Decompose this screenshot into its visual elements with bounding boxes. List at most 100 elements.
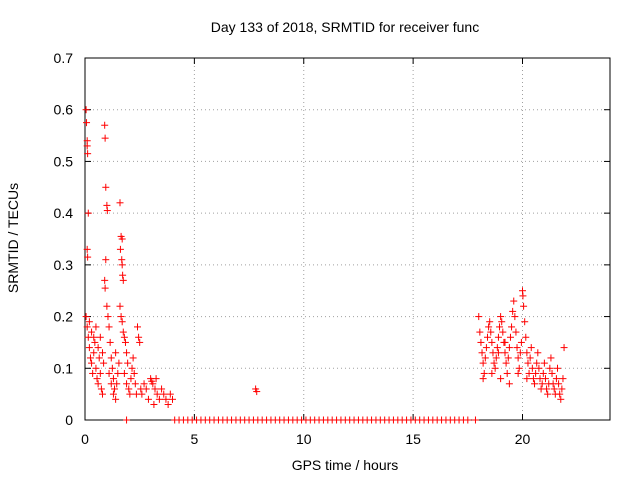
data-point [525, 369, 533, 377]
data-point [502, 359, 510, 367]
data-point [131, 380, 139, 388]
data-point [119, 276, 127, 284]
data-point [124, 359, 132, 367]
data-point [169, 395, 176, 403]
plot-frame [84, 57, 611, 421]
y-tick-label: 0.7 [54, 50, 74, 66]
data-point [550, 385, 558, 393]
data-point [116, 302, 124, 310]
data-point [108, 364, 116, 372]
data-point [529, 375, 537, 383]
x-tick-label: 15 [405, 431, 421, 447]
data-point [95, 354, 103, 362]
x-tick-label: 0 [81, 431, 89, 447]
data-point [560, 344, 568, 352]
data-point [528, 364, 536, 372]
data-point [125, 385, 133, 393]
data-point [540, 359, 548, 367]
data-point [86, 354, 94, 362]
data-point [505, 344, 513, 352]
data-point [84, 253, 92, 261]
data-point [103, 207, 111, 215]
data-point [138, 390, 146, 398]
data-point [103, 302, 111, 310]
data-point [523, 375, 531, 383]
y-tick-label: 0.6 [54, 102, 74, 118]
data-point [150, 400, 158, 408]
data-point [119, 328, 127, 336]
data-point [535, 364, 543, 372]
data-point [534, 349, 542, 357]
data-point [479, 359, 487, 367]
data-point [101, 121, 109, 129]
data-point [475, 313, 483, 321]
data-point [499, 328, 507, 336]
data-point [522, 333, 530, 341]
data-point [85, 318, 93, 326]
data-point [488, 369, 496, 377]
data-point [464, 416, 472, 424]
data-point [512, 328, 520, 336]
data-point [558, 385, 566, 393]
data-point [481, 354, 489, 362]
data-point [102, 256, 110, 264]
data-point [123, 349, 131, 357]
data-point [96, 333, 104, 341]
data-point [496, 323, 504, 331]
data-point [476, 328, 484, 336]
y-tick-label: 0.2 [54, 309, 74, 325]
x-tick-label: 10 [296, 431, 312, 447]
data-point [123, 380, 131, 388]
data-point [509, 307, 517, 315]
data-point [118, 235, 126, 243]
data-point [136, 338, 144, 346]
data-point [88, 359, 96, 367]
data-point [162, 395, 170, 403]
data-point [526, 354, 534, 362]
data-point [109, 390, 117, 398]
data-point [97, 385, 105, 393]
data-point [158, 385, 166, 393]
data-point [106, 338, 114, 346]
data-point [84, 150, 92, 158]
data-point [516, 349, 524, 357]
data-point [511, 313, 519, 321]
data-point [126, 390, 134, 398]
data-point [523, 349, 531, 357]
y-tick-label: 0 [65, 412, 73, 428]
data-point [120, 369, 128, 377]
data-point [129, 354, 137, 362]
data-point [552, 375, 560, 383]
data-point [544, 390, 552, 398]
data-point [94, 380, 102, 388]
data-point [82, 106, 90, 114]
data-point [135, 333, 143, 341]
data-point [120, 333, 128, 341]
data-point [521, 318, 529, 326]
data-point [524, 359, 532, 367]
data-point [109, 375, 117, 383]
x-tick-label: 5 [190, 431, 198, 447]
data-point [112, 349, 120, 357]
data-point [514, 369, 522, 377]
data-point [107, 354, 115, 362]
data-point [531, 380, 539, 388]
data-point [486, 318, 494, 326]
data-point [480, 369, 488, 377]
data-point [543, 385, 551, 393]
data-point [152, 375, 160, 383]
data-point [101, 134, 109, 142]
data-point [118, 318, 126, 326]
data-point [494, 349, 502, 357]
data-point [116, 245, 124, 253]
data-point [532, 369, 540, 377]
data-point [501, 338, 509, 346]
data-point [488, 338, 496, 346]
data-point [497, 375, 505, 383]
data-point [164, 400, 172, 408]
y-tick-label: 0.3 [54, 257, 74, 273]
data-point [118, 261, 126, 269]
data-point [517, 338, 525, 346]
data-point [128, 364, 136, 372]
data-point [538, 380, 546, 388]
